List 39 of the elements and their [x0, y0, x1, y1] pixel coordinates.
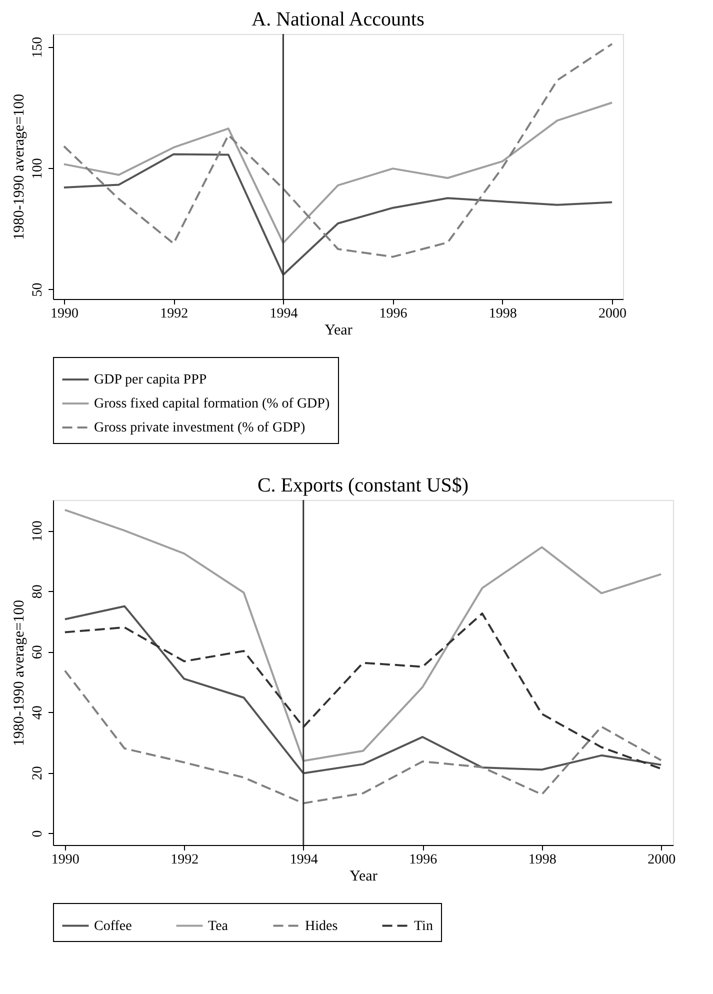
- y-tick-label: 20: [30, 766, 46, 780]
- x-axis-title: Year: [324, 322, 352, 338]
- legend-label: Coffee: [94, 918, 132, 934]
- legend-label: GDP per capita PPP: [94, 372, 207, 388]
- line-series: [62, 42, 614, 258]
- x-tick-label: 1994: [290, 852, 318, 868]
- y-tick-label: 80: [30, 584, 46, 599]
- x-tick-label: 1992: [170, 852, 199, 868]
- line-series: [62, 153, 614, 276]
- y-tick-label: 60: [30, 645, 46, 660]
- line-series: [62, 102, 614, 244]
- line-series: [64, 508, 662, 762]
- legend-label: Gross fixed capital formation (% of GDP): [94, 396, 330, 412]
- line-series: [64, 670, 662, 804]
- x-tick-label: 1996: [379, 306, 408, 322]
- x-tick-label: 1992: [160, 306, 188, 322]
- y-tick-label: 50: [30, 282, 46, 297]
- x-tick-label: 2000: [598, 306, 627, 322]
- y-tick-label: 150: [30, 36, 46, 58]
- x-tick-label: 1998: [488, 306, 517, 322]
- y-tick-label: 0: [30, 830, 46, 838]
- x-tick-label: 1990: [51, 852, 80, 868]
- y-axis-title: 1980-1990 average=100: [12, 94, 28, 240]
- x-tick-label: 1994: [270, 306, 298, 322]
- x-axis-title: Year: [350, 868, 378, 884]
- legend-label: Tea: [208, 918, 229, 934]
- x-tick-label: 1990: [50, 306, 78, 322]
- chart-title: A. National Accounts: [252, 8, 425, 30]
- y-tick-label: 100: [30, 158, 46, 180]
- legend-label: Tin: [414, 918, 433, 934]
- y-tick-label: 40: [30, 706, 46, 720]
- y-tick-label: 100: [30, 520, 46, 542]
- x-tick-label: 1998: [528, 852, 556, 868]
- x-tick-label: 2000: [648, 852, 676, 868]
- legend-label: Hides: [305, 918, 338, 934]
- chart-title: C. Exports (constant US$): [257, 474, 469, 496]
- legend-label: Gross private investment (% of GDP): [94, 420, 306, 436]
- y-axis-title: 1980-1990 average=100: [12, 600, 28, 746]
- x-tick-label: 1996: [409, 852, 438, 868]
